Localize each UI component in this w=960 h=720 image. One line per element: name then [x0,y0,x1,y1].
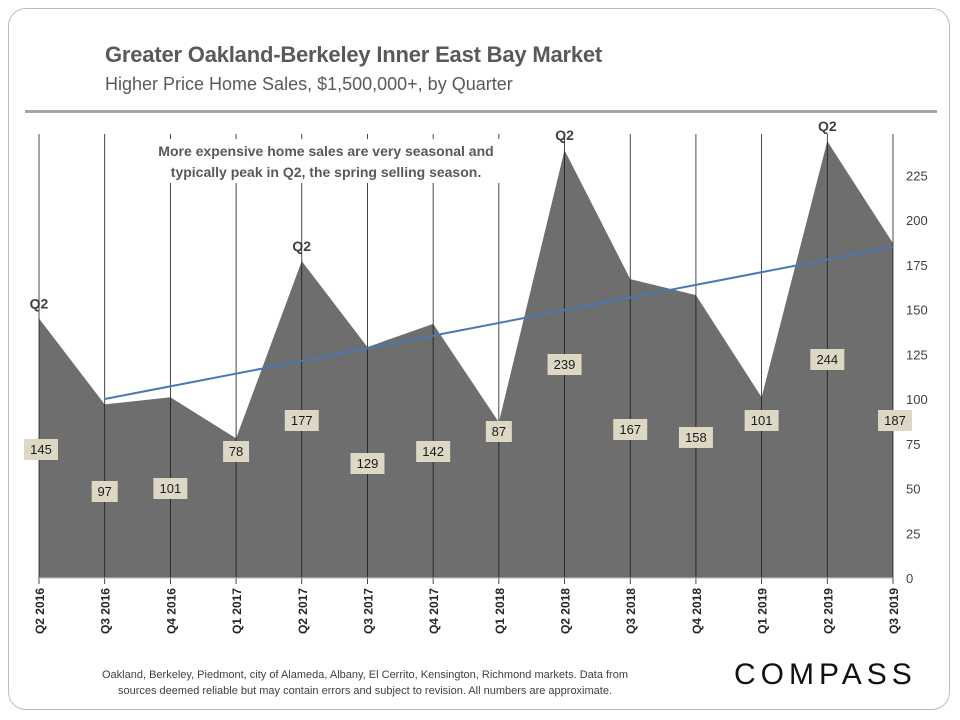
data-label-box [416,441,451,462]
x-tick-label: Q3 2019 [887,588,901,634]
x-tick-label: Q2 2016 [33,588,47,634]
series-area [39,141,893,579]
data-label: 145 [30,442,52,457]
x-tick-label: Q1 2018 [493,588,507,634]
data-label-box [878,410,912,431]
data-label-box [24,439,58,460]
data-label: 142 [422,444,444,459]
x-tick-label: Q2 2017 [296,588,310,634]
trendline [104,245,894,400]
data-label: 177 [291,413,313,428]
y-tick-label: 100 [906,392,928,407]
data-label: 129 [357,456,379,471]
y-tick-label: 25 [906,526,920,541]
y-tick-label: 0 [906,571,913,586]
y-tick-label: 125 [906,347,928,362]
x-tick-label: Q2 2018 [559,588,573,634]
title-divider [25,110,937,113]
data-label-box [350,453,385,474]
data-label-box [810,349,845,370]
peak-label: Q2 [30,295,49,311]
x-tick-label: Q2 2019 [821,588,835,634]
footnote-line-1: Oakland, Berkeley, Piedmont, city of Ala… [102,669,628,681]
data-label-box [485,421,512,442]
data-label-box [91,481,118,502]
x-tick-label: Q4 2016 [164,588,178,634]
compass-logo: COMPASS [734,658,917,691]
data-label-box [284,410,319,431]
x-tick-label: Q3 2016 [99,588,113,634]
footnote: Oakland, Berkeley, Piedmont, city of Ala… [40,667,690,699]
y-tick-label: 200 [906,213,928,228]
page-title: Greater Oakland-Berkeley Inner East Bay … [105,42,603,67]
y-tick-label: 225 [906,168,928,183]
page-subtitle: Higher Price Home Sales, $1,500,000+, by… [105,74,513,94]
x-tick-label: Q1 2019 [756,588,770,634]
y-tick-label: 150 [906,303,928,318]
peak-label: Q2 [292,238,311,254]
data-label: 97 [97,484,111,499]
data-label: 158 [685,430,707,445]
data-label: 167 [619,422,641,437]
data-label: 239 [554,357,576,372]
data-label-box [547,354,582,375]
annotation-line-1: More expensive home sales are very seaso… [158,143,493,159]
data-label-box [153,478,188,499]
data-label: 101 [751,413,773,428]
y-tick-label: 75 [906,437,920,452]
x-tick-label: Q4 2018 [690,588,704,634]
x-tick-label: Q1 2017 [230,588,244,634]
data-label: 78 [229,444,243,459]
annotation-line-2: typically peak in Q2, the spring selling… [171,164,481,180]
x-tick-label: Q3 2017 [361,588,375,634]
data-label: 187 [884,413,906,428]
data-label: 87 [492,424,506,439]
data-label-box [678,427,713,448]
peak-label: Q2 [818,118,837,134]
y-tick-label: 175 [906,258,928,273]
data-label-box [223,441,250,462]
footnote-line-2: sources deemed reliable but may contain … [117,685,613,697]
y-tick-label: 50 [906,482,920,497]
data-label-box [613,419,648,440]
annotation-background [142,139,510,183]
peak-label: Q2 [555,127,574,143]
data-label-box [744,410,779,431]
data-label: 101 [160,481,182,496]
data-label: 244 [816,352,838,367]
x-tick-label: Q3 2018 [624,588,638,634]
x-tick-label: Q4 2017 [427,588,441,634]
